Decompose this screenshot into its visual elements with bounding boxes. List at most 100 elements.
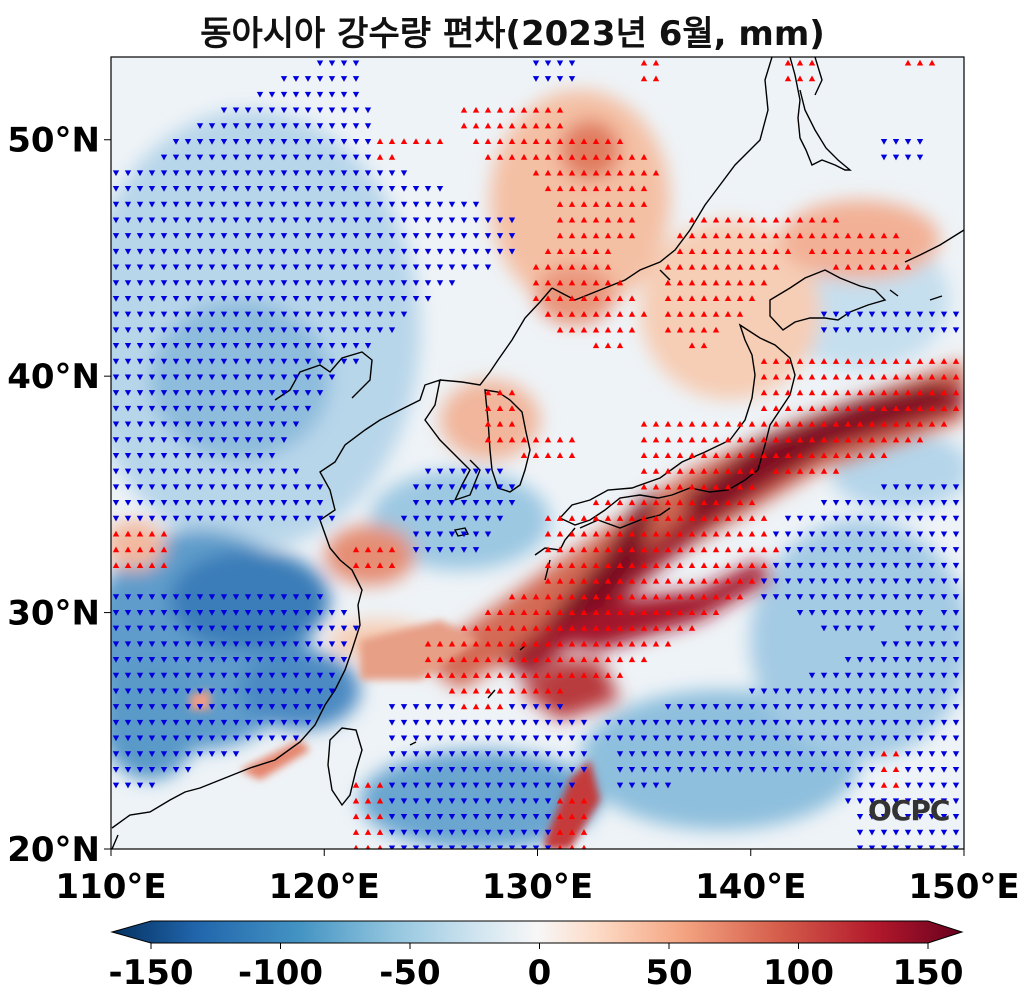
negative-marker (196, 751, 204, 757)
positive-marker (712, 515, 720, 521)
positive-marker (640, 640, 648, 647)
positive-marker (784, 216, 792, 223)
negative-marker (352, 327, 360, 334)
negative-marker (472, 515, 480, 522)
negative-marker (220, 170, 228, 177)
positive-marker (688, 311, 696, 317)
negative-marker (364, 201, 372, 208)
negative-marker (352, 343, 360, 349)
negative-marker (856, 311, 864, 318)
negative-marker (280, 609, 288, 616)
negative-marker (124, 343, 132, 349)
positive-marker (556, 216, 564, 223)
negative-marker (268, 609, 276, 616)
positive-marker (376, 813, 384, 820)
negative-marker (952, 531, 960, 538)
positive-marker (808, 75, 816, 82)
negative-marker (148, 358, 156, 365)
negative-marker (316, 484, 324, 491)
negative-marker (292, 186, 300, 192)
negative-marker (424, 217, 432, 224)
negative-marker (916, 594, 924, 600)
positive-marker (880, 420, 888, 427)
negative-marker (316, 91, 324, 98)
negative-marker (628, 719, 636, 726)
negative-marker (244, 264, 252, 271)
negative-marker (400, 248, 408, 255)
negative-marker (448, 735, 456, 742)
negative-marker (880, 578, 888, 585)
negative-marker (208, 437, 216, 443)
negative-marker (772, 688, 780, 695)
negative-marker (244, 248, 252, 255)
negative-marker (124, 704, 132, 710)
positive-marker (712, 216, 720, 223)
positive-marker (160, 530, 168, 537)
negative-marker (124, 468, 132, 475)
negative-marker (220, 123, 228, 129)
negative-marker (184, 766, 192, 773)
positive-marker (568, 813, 576, 820)
negative-marker (916, 829, 924, 836)
negative-marker (880, 798, 888, 805)
positive-marker (652, 515, 660, 521)
negative-marker (808, 578, 816, 585)
negative-marker (424, 829, 432, 836)
negative-marker (760, 704, 768, 710)
negative-marker (160, 500, 168, 506)
negative-marker (340, 327, 348, 334)
negative-marker (172, 641, 180, 648)
negative-marker (520, 814, 528, 820)
positive-marker (556, 122, 564, 129)
negative-marker (292, 295, 300, 302)
negative-marker (916, 578, 924, 585)
negative-marker (196, 264, 204, 271)
positive-marker (760, 263, 768, 270)
negative-marker (172, 343, 180, 349)
positive-marker (460, 640, 468, 647)
negative-marker (112, 295, 120, 302)
positive-marker (604, 326, 612, 333)
positive-marker (916, 389, 924, 396)
positive-marker (748, 577, 756, 584)
positive-marker (676, 263, 684, 270)
negative-marker (328, 641, 336, 648)
negative-marker (316, 327, 324, 334)
positive-marker (544, 248, 552, 254)
negative-marker (904, 657, 912, 663)
positive-marker (760, 530, 768, 537)
positive-marker (556, 295, 564, 302)
positive-marker (712, 263, 720, 270)
positive-marker (592, 672, 600, 678)
negative-marker (220, 452, 228, 459)
positive-marker (604, 263, 612, 270)
positive-marker (592, 530, 600, 537)
positive-marker (880, 766, 888, 773)
positive-marker (604, 640, 612, 647)
negative-marker (952, 515, 960, 522)
positive-marker (436, 656, 444, 663)
negative-marker (124, 594, 132, 600)
negative-marker (256, 107, 264, 114)
positive-marker (496, 609, 504, 616)
positive-marker (844, 405, 852, 411)
negative-marker (316, 625, 324, 632)
positive-marker (736, 311, 744, 317)
negative-marker (268, 405, 276, 412)
negative-marker (496, 798, 504, 805)
positive-marker (532, 625, 540, 631)
negative-marker (700, 766, 708, 773)
positive-marker (844, 452, 852, 459)
positive-marker (916, 420, 924, 427)
negative-marker (400, 766, 408, 773)
negative-marker (256, 186, 264, 192)
negative-marker (304, 374, 312, 381)
positive-marker (832, 436, 840, 443)
negative-marker (316, 594, 324, 600)
positive-marker (736, 295, 744, 302)
negative-marker (244, 672, 252, 679)
negative-marker (148, 390, 156, 396)
positive-marker (760, 420, 768, 427)
positive-marker (520, 452, 528, 459)
positive-marker (724, 232, 732, 239)
